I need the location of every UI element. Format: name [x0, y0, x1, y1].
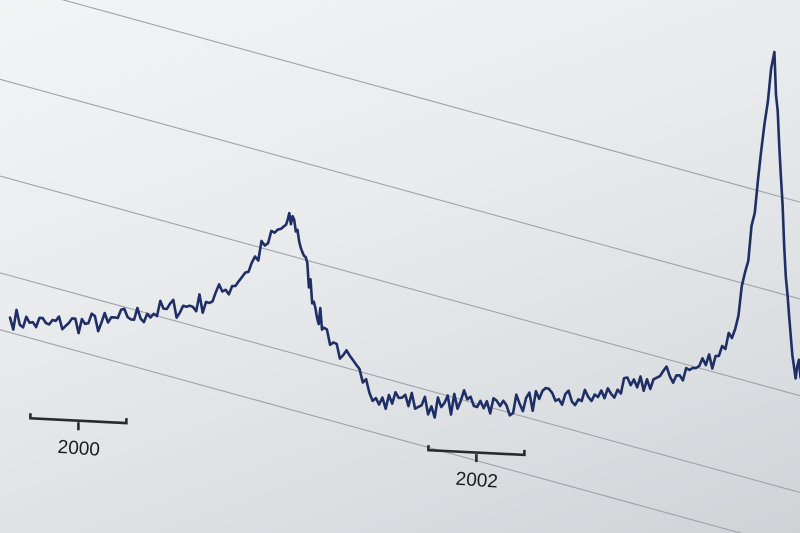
gridline-4 — [61, 0, 800, 203]
gridline-0 — [0, 329, 743, 533]
x-tick-label-2000: 2000 — [57, 437, 101, 461]
series-line — [8, 50, 800, 419]
x-axis-bracket-2002 — [427, 445, 526, 457]
x-tick-label-2002: 2002 — [455, 469, 499, 493]
gridline-3 — [0, 78, 800, 300]
series-layer — [8, 50, 800, 419]
x-axis-bracket-2000 — [29, 413, 128, 425]
gridline-1 — [0, 272, 800, 494]
gridline-2 — [0, 175, 800, 397]
x-axis: 2000200220042006 — [29, 413, 526, 493]
